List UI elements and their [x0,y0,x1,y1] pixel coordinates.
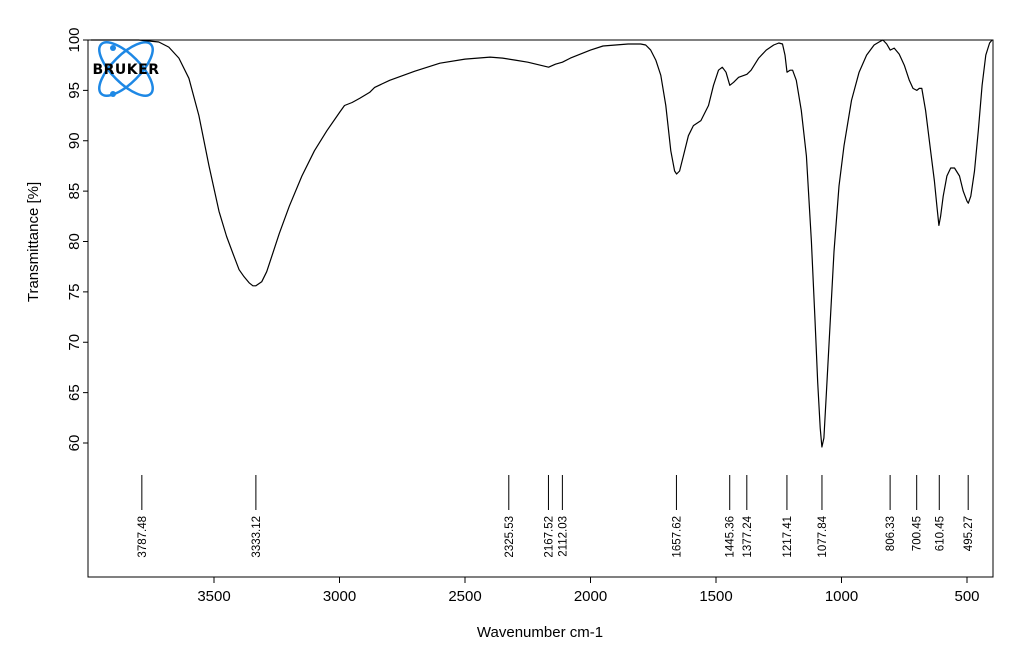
y-tick-label: 80 [66,233,83,250]
y-tick-label: 85 [66,183,83,200]
x-tick-label: 3500 [197,588,230,605]
peak-label: 700.45 [912,516,924,551]
spectrum-line [91,39,993,448]
peak-label: 2167.52 [543,516,555,558]
logo-dot-1 [110,45,116,51]
x-tick-label: 2000 [574,588,607,605]
peak-label: 1077.84 [817,515,829,557]
y-tick-label: 70 [66,334,83,351]
y-tick-label: 95 [66,82,83,99]
peak-label: 2112.03 [557,516,569,557]
y-axis-title: Transmittance [%] [25,182,42,302]
logo-orbit-2 [98,41,154,97]
y-tick-label: 65 [66,384,83,401]
y-axis: 60 65 70 75 80 85 90 95 100 [66,27,88,451]
y-tick-label: 60 [66,435,83,452]
logo-dot-2 [110,91,116,97]
peak-label: 1377.24 [742,515,754,557]
peak-label: 3787.48 [137,516,149,558]
peak-label: 806.33 [885,516,897,551]
peak-label: 1217.41 [782,516,794,558]
peak-markers: 3787.48 3333.12 2325.53 2167.52 2112.03 1657.… [137,475,975,558]
y-tick-label: 90 [66,132,83,149]
x-tick-label: 1000 [825,588,858,605]
logo-orbit-1 [98,41,154,97]
bruker-logo: BRUKER [92,41,159,97]
plot-frame [87,39,994,578]
peak-label: 610.45 [934,516,946,551]
x-tick-label: 500 [954,588,979,605]
peak-label: 2325.53 [504,516,516,558]
x-tick-label: 1500 [699,588,732,605]
x-axis: 3500 3000 2500 2000 1500 1000 500 [197,577,980,605]
peak-label: 1445.36 [725,516,737,558]
peak-label: 495.27 [963,516,975,551]
y-tick-label: 75 [66,284,83,301]
x-axis-title: Wavenumber cm-1 [477,624,603,641]
logo-text: BRUKER [92,62,159,78]
x-tick-label: 3000 [323,588,356,605]
x-tick-label: 2500 [448,588,481,605]
y-tick-label: 100 [66,27,83,52]
peak-label: 3333.12 [251,516,263,558]
peak-label: 1657.62 [671,516,683,558]
